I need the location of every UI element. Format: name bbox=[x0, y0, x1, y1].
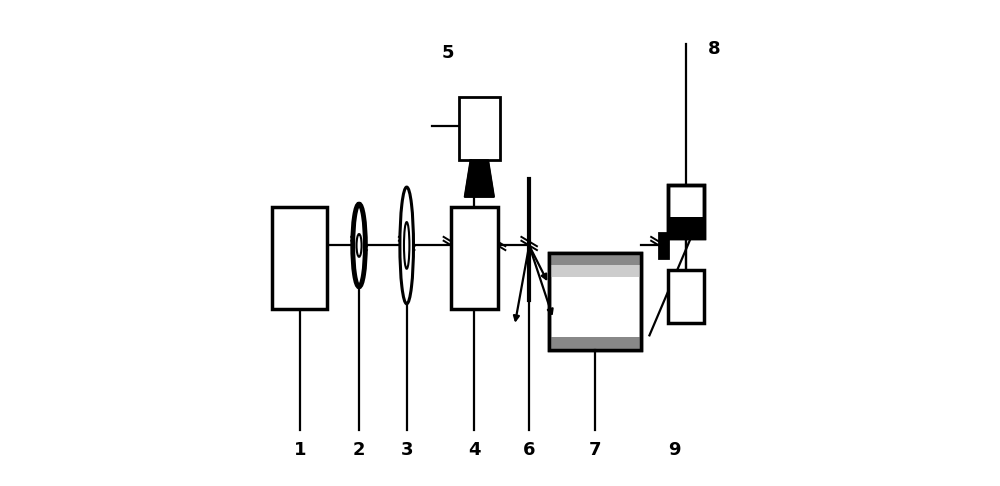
Bar bbox=[668, 270, 704, 323]
Bar bbox=[668, 185, 704, 238]
Bar bbox=[549, 253, 641, 350]
Bar bbox=[272, 207, 327, 309]
Polygon shape bbox=[465, 160, 494, 197]
Text: 1: 1 bbox=[294, 440, 306, 459]
Bar bbox=[549, 253, 641, 350]
Ellipse shape bbox=[400, 187, 413, 304]
Text: 6: 6 bbox=[523, 440, 535, 459]
Bar bbox=[451, 207, 498, 309]
Bar bbox=[668, 217, 704, 238]
Text: 7: 7 bbox=[589, 440, 601, 459]
Ellipse shape bbox=[353, 204, 365, 287]
Ellipse shape bbox=[404, 222, 409, 269]
Bar bbox=[549, 337, 641, 350]
Text: 9: 9 bbox=[668, 440, 680, 459]
Bar bbox=[668, 185, 704, 238]
Text: 4: 4 bbox=[468, 440, 480, 459]
Text: 3: 3 bbox=[400, 440, 413, 459]
Bar bbox=[659, 233, 668, 258]
Bar bbox=[459, 97, 500, 160]
Text: 8: 8 bbox=[708, 39, 720, 58]
Bar bbox=[549, 265, 641, 277]
Ellipse shape bbox=[357, 234, 362, 257]
Text: 2: 2 bbox=[353, 440, 365, 459]
Text: 5: 5 bbox=[441, 44, 454, 63]
Bar bbox=[549, 253, 641, 265]
